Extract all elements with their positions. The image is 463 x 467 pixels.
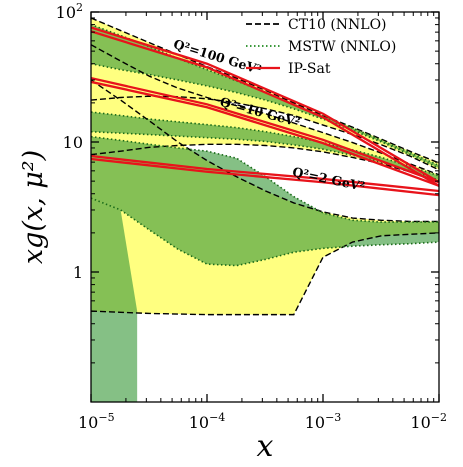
mstw-band-1 — [91, 112, 439, 181]
mstw-edge-lower-2 — [91, 197, 439, 267]
mstw-edge-upper-0 — [91, 23, 439, 167]
ipsat-line-lower-2 — [91, 157, 439, 197]
ct10-band-1 — [91, 44, 439, 182]
mstw-band-low-2 — [91, 198, 138, 402]
plot-frame — [90, 11, 440, 403]
mstw-band-0 — [91, 24, 439, 169]
annotation-q2-2: Q²=2 GeV² — [291, 164, 366, 194]
legend-label-0: CT10 (NNLO) — [288, 17, 387, 33]
x-axis-label: x — [257, 429, 274, 463]
x-tick-label: 10−3 — [305, 411, 342, 432]
ipsat-line-upper-0 — [91, 26, 439, 184]
ct10-edge-lower-0 — [91, 95, 439, 171]
x-tick-label: 10−5 — [78, 411, 115, 432]
ct10-edge-lower-2 — [91, 232, 439, 316]
uncertainty-bands — [91, 17, 439, 402]
mstw-edge-upper-2 — [91, 135, 439, 223]
y-tick-label: 1 — [73, 263, 83, 282]
legend: CT10 (NNLO) MSTW (NNLO) IP-Sat — [246, 17, 396, 77]
ct10-edge-upper-2 — [91, 79, 439, 223]
axis-ticks: 10−5 10−4 10−3 10−2 1 10 102 — [56, 1, 447, 432]
ipsat-lines — [91, 26, 439, 197]
ct10-edge-upper-0 — [91, 17, 439, 164]
y-axis-label: xg(x, μ²) — [18, 150, 49, 264]
ipsat-line-upper-1 — [91, 76, 439, 184]
legend-label-2: IP-Sat — [288, 61, 331, 77]
x-tick-label: 10−2 — [410, 411, 447, 432]
legend-label-1: MSTW (NNLO) — [288, 39, 396, 55]
ipsat-line-lower-0 — [91, 30, 439, 187]
y-tick-label: 102 — [56, 1, 83, 22]
x-tick-label: 10−4 — [189, 411, 226, 432]
ipsat-line-upper-2 — [91, 154, 439, 193]
ipsat-line-lower-1 — [91, 80, 439, 187]
y-tick-label: 10 — [63, 133, 83, 152]
